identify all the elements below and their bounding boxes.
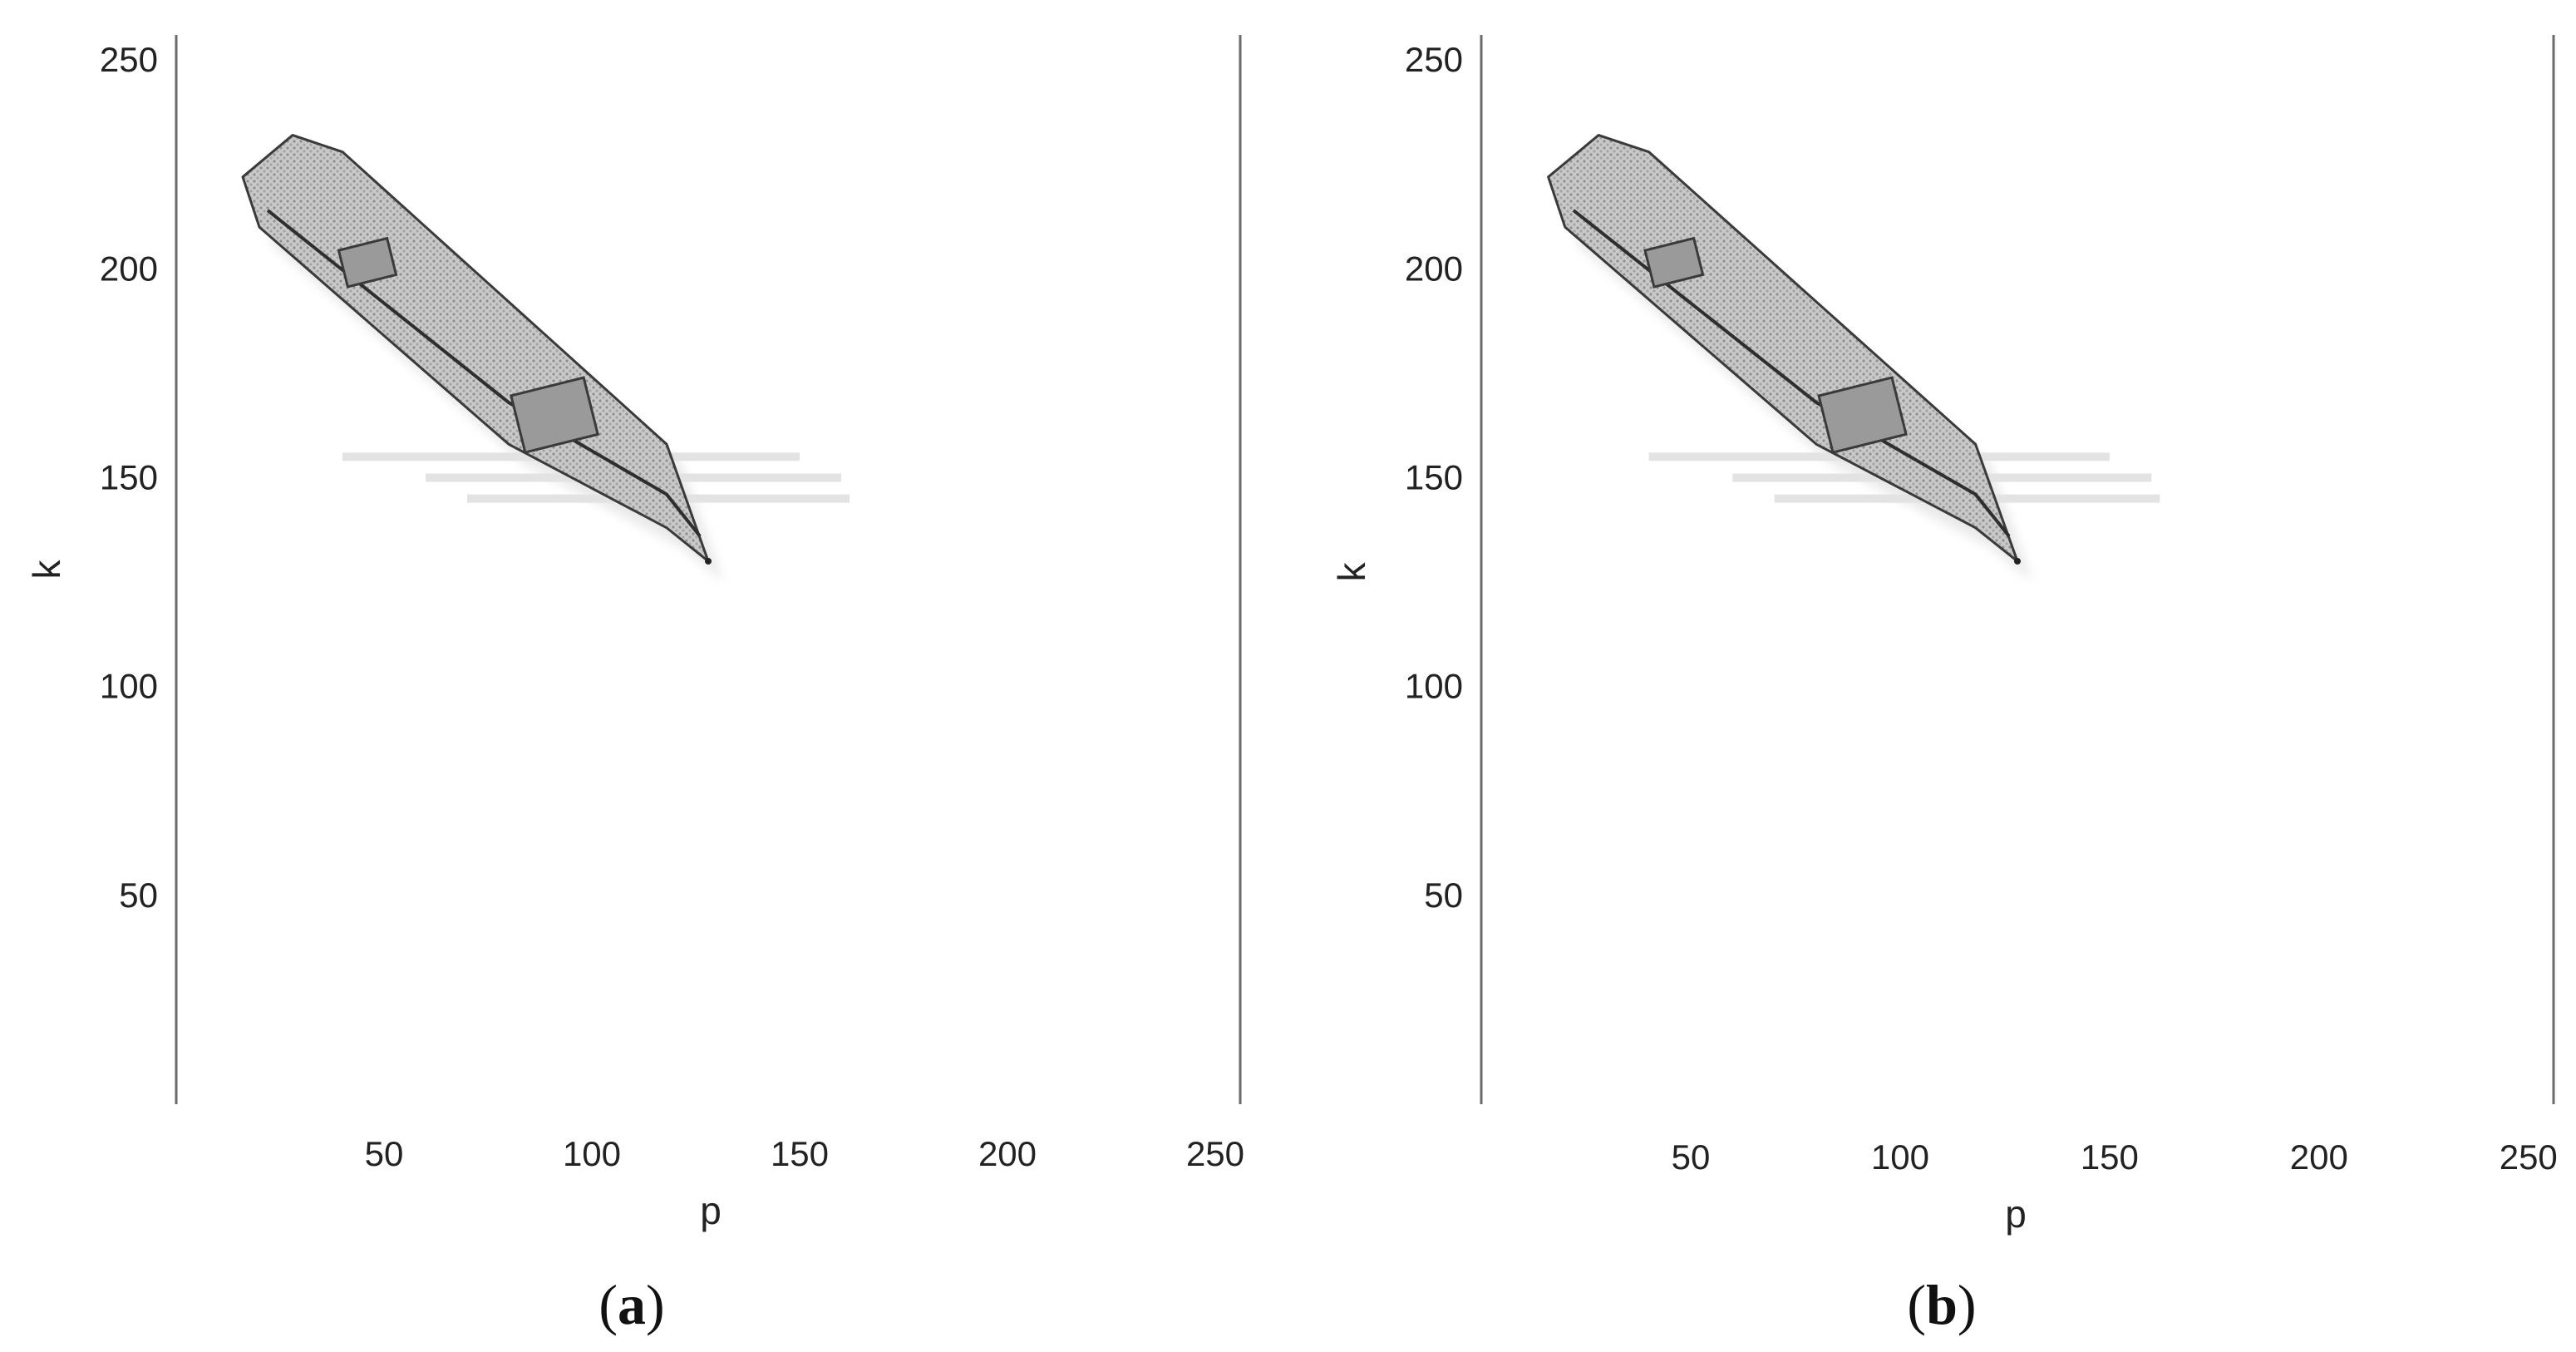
y-axis-label: k <box>25 560 68 580</box>
y-axis-label: k <box>1330 562 1373 582</box>
y-tick-label: 250 <box>1405 40 1463 79</box>
x-tick-label: 200 <box>2290 1137 2348 1177</box>
y-tick-label: 50 <box>1424 876 1463 915</box>
y-tick-label: 150 <box>100 457 158 496</box>
x-tick-label: 50 <box>365 1134 404 1173</box>
inner-block <box>337 236 398 289</box>
shape-ridge <box>1572 209 2011 538</box>
panel-caption: (b) <box>1907 1273 1976 1336</box>
x-tick-label: 200 <box>978 1134 1037 1173</box>
y-tick-labels: 50 100 150 200 250 <box>100 40 158 915</box>
y-tick-label: 150 <box>1405 457 1463 496</box>
panel-caption: (a) <box>598 1273 664 1336</box>
panel-a: 50 100 150 200 250 50 100 150 200 250 p k (a) <box>25 35 1244 1336</box>
x-tick-label: 150 <box>2081 1137 2139 1177</box>
x-tick-label: 100 <box>563 1134 621 1173</box>
x-tick-label: 150 <box>771 1134 829 1173</box>
y-tick-label: 250 <box>100 40 158 79</box>
x-tick-label: 100 <box>1871 1137 1929 1177</box>
shape-tip <box>2014 557 2021 565</box>
y-tick-label: 200 <box>100 249 158 288</box>
x-tick-labels: 50 100 150 200 250 <box>1672 1137 2558 1177</box>
y-tick-label: 200 <box>1405 249 1463 288</box>
panel-b: 50 100 150 200 250 50 100 150 200 250 p k (b) <box>1330 35 2558 1336</box>
x-axis-label: p <box>2005 1192 2027 1236</box>
x-tick-label: 250 <box>2500 1137 2558 1177</box>
inner-block <box>1817 376 1908 455</box>
shape-tip <box>705 557 712 565</box>
x-tick-label: 250 <box>1186 1134 1244 1173</box>
heatmap-plot <box>1547 134 2160 581</box>
y-tick-label: 100 <box>100 667 158 706</box>
x-tick-label: 50 <box>1672 1137 1711 1177</box>
shape-ridge <box>266 209 702 538</box>
inner-block <box>510 376 599 454</box>
x-axis-label: p <box>700 1189 722 1232</box>
inner-block <box>1643 236 1705 289</box>
y-tick-label: 50 <box>119 876 158 915</box>
y-tick-label: 100 <box>1405 667 1463 706</box>
y-tick-labels: 50 100 150 200 250 <box>1405 40 1463 915</box>
x-tick-labels: 50 100 150 200 250 <box>365 1134 1244 1173</box>
heatmap-plot <box>241 134 850 581</box>
